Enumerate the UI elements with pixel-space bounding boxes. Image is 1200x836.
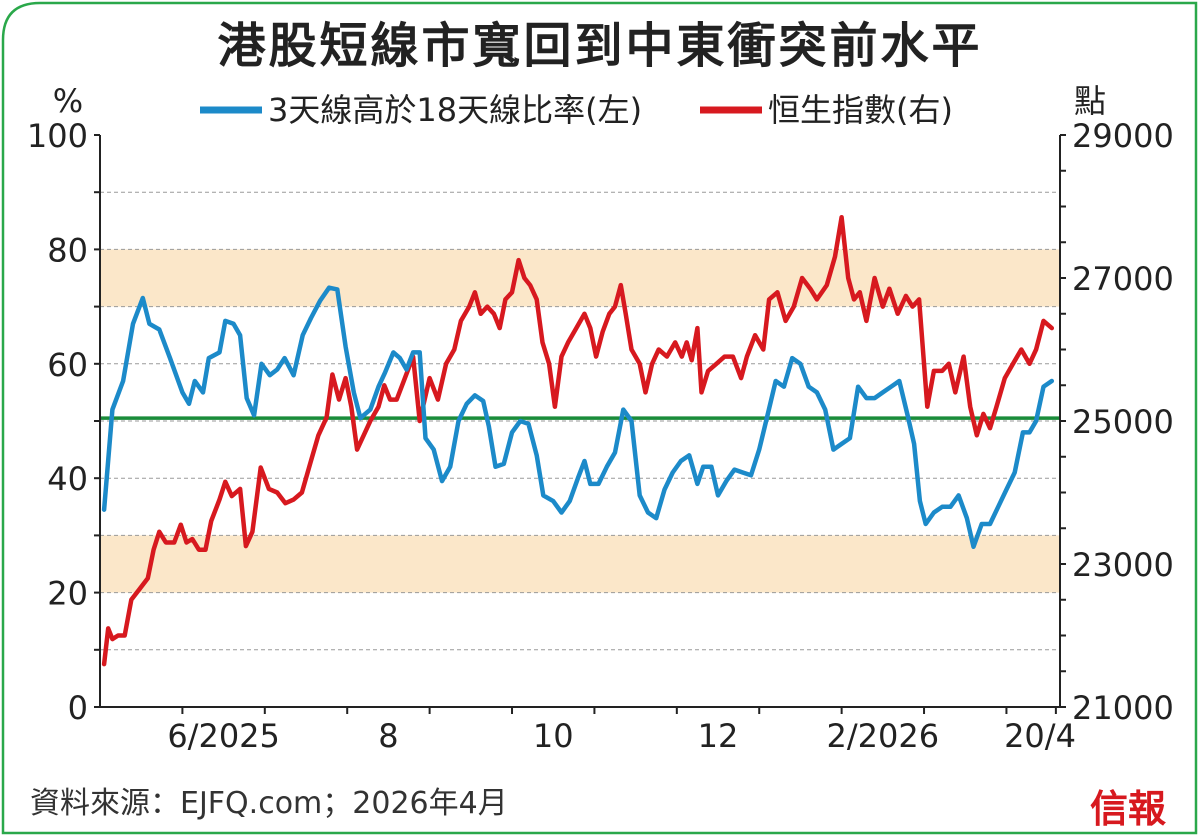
left-axis-ticks: 0 20 40 60 80 100 [27,117,100,727]
left-tick-label-20: 20 [47,575,88,613]
series-line-breadth-ratio [101,285,1055,550]
x-tick-label-3: 12 [698,717,739,755]
left-tick-label-40: 40 [47,460,88,498]
right-tick-label-29000: 29000 [1072,117,1174,155]
band-1 [100,535,1060,593]
left-tick-label-0: 0 [68,689,88,727]
x-tick-label-4: 2/2026 [827,717,940,755]
series-line-hang-seng-index [101,214,1055,667]
highlight-bands [100,249,1060,593]
right-tick-label-23000: 23000 [1072,546,1174,584]
x-tick-label-2: 10 [533,717,574,755]
legend: 3天線高於18天線比率(左) 恒生指數(右) [200,91,953,129]
x-tick-label-5: 20/4 [1004,717,1076,755]
right-tick-label-25000: 25000 [1072,403,1174,441]
right-axis-unit: 點 [1074,82,1106,120]
right-tick-label-27000: 27000 [1072,260,1174,298]
left-axis-unit: % [53,82,83,120]
right-tick-label-21000: 21000 [1072,689,1174,727]
publisher-logo: 信報 [1090,786,1167,831]
x-tick-label-0: 6/2025 [167,717,280,755]
legend-label-left-series: 3天線高於18天線比率(左) [268,91,642,129]
left-tick-label-60: 60 [47,346,88,384]
left-tick-label-100: 100 [27,117,88,155]
source-note: 資料來源：EJFQ.com；2026年4月 [30,786,508,821]
legend-label-right-series: 恒生指數(右) [768,91,953,129]
grid-lines [100,191,1060,651]
x-axis-ticks: 6/2025 8 10 12 2/2026 20/4 [167,707,1076,755]
x-tick-label-1: 8 [378,717,398,755]
band-0 [100,249,1060,307]
chart-title: 港股短線市寬回到中東衝突前水平 [217,18,983,74]
left-tick-label-80: 80 [47,231,88,269]
right-axis-ticks: 21000 23000 25000 27000 29000 [1060,117,1174,727]
series-lines [101,214,1055,667]
